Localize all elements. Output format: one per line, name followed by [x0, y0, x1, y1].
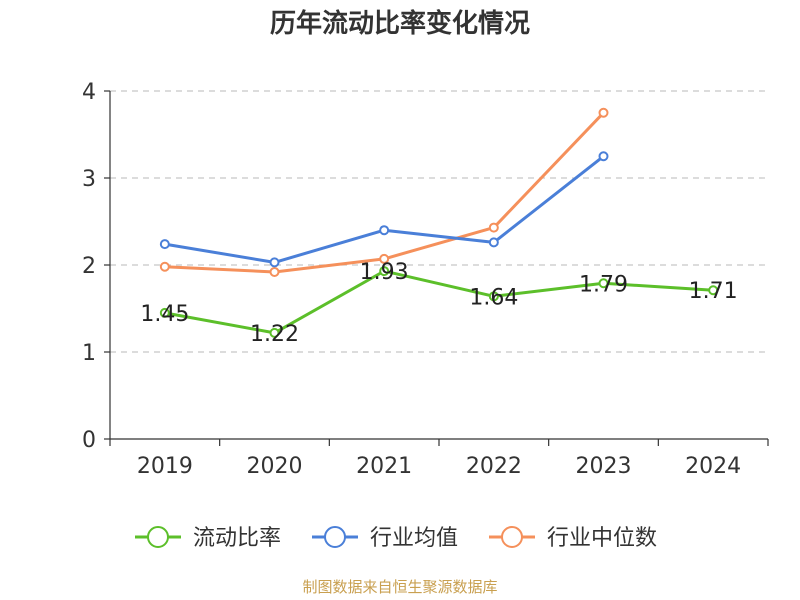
series-2-point-2022	[488, 222, 499, 233]
x-tick-label-2020: 2020	[247, 454, 303, 479]
x-tick-label-2022: 2022	[466, 454, 522, 479]
source-note: 制图数据来自恒生聚源数据库	[302, 578, 497, 596]
legend-marker-1	[324, 526, 346, 548]
legend-item-1: 行业均值	[312, 526, 458, 551]
series-2-point-2023	[598, 107, 609, 118]
series-0-point-2023	[598, 278, 609, 289]
y-tick-label-4: 4	[82, 80, 96, 105]
series-2-point-2019	[159, 261, 170, 272]
series-0-point-2024	[708, 285, 719, 296]
series-1-point-2019	[159, 239, 170, 250]
data-label-2023: 1.79	[579, 272, 628, 297]
series-0-point-2021	[379, 266, 390, 277]
legend-marker-0	[147, 526, 169, 548]
x-tick-label-2021: 2021	[356, 454, 412, 479]
series-line-2	[163, 111, 605, 274]
legend-marker-2	[501, 526, 523, 548]
series-line-0	[163, 269, 715, 335]
series-2-point-2020	[269, 266, 280, 277]
y-tick-label-2: 2	[82, 254, 96, 279]
series-1-point-2020	[269, 257, 280, 268]
y-tick-label-3: 3	[82, 167, 96, 192]
legend-label-0: 流动比率	[193, 526, 281, 551]
axes: 0 1 2 3 4 2019 2020 2021 2022 2023 2024	[82, 80, 769, 479]
series-line-1	[163, 154, 605, 264]
series-1-point-2023	[598, 151, 609, 162]
data-label-2022: 1.64	[469, 285, 518, 310]
legend-item-0: 流动比率	[135, 526, 281, 551]
series-1-point-2021	[379, 225, 390, 236]
series-0-point-2019	[159, 307, 170, 318]
legend-item-2: 行业中位数	[489, 526, 657, 551]
grid	[110, 90, 768, 353]
legend: 流动比率 行业均值 行业中位数	[135, 526, 657, 551]
legend-label-2: 行业中位数	[547, 526, 657, 551]
data-label-2024: 1.71	[689, 279, 738, 304]
series-1-point-2022	[488, 237, 499, 248]
series-2-point-2021	[379, 253, 390, 264]
series-group	[159, 107, 719, 338]
data-label-2020: 1.22	[250, 322, 299, 347]
data-labels: 1.45 1.22 1.93 1.64 1.79 1.71	[140, 260, 737, 347]
data-label-2019: 1.45	[140, 302, 189, 327]
y-tick-label-1: 1	[82, 341, 96, 366]
x-tick-label-2024: 2024	[685, 454, 741, 479]
x-tick-label-2019: 2019	[137, 454, 193, 479]
data-label-2021: 1.93	[360, 260, 409, 285]
series-0-point-2022	[488, 291, 499, 302]
legend-label-1: 行业均值	[370, 526, 458, 551]
chart-title: 历年流动比率变化情况	[270, 8, 530, 39]
y-tick-label-0: 0	[82, 428, 96, 453]
series-0-point-2020	[269, 327, 280, 338]
x-tick-label-2023: 2023	[576, 454, 632, 479]
